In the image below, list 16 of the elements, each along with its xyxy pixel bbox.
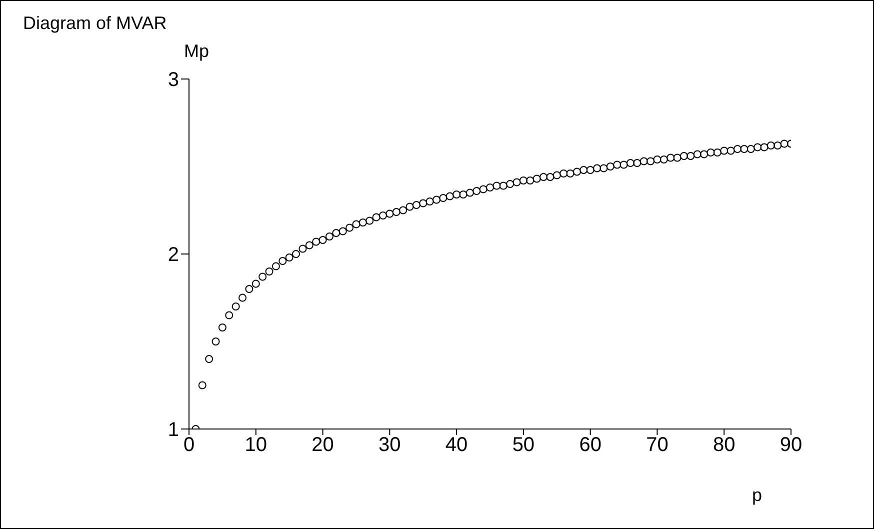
x-tick-label: 10: [244, 434, 268, 456]
x-tick-label: 80: [712, 434, 736, 456]
y-axis-title: Mp: [184, 41, 210, 62]
x-tick-label: 30: [378, 434, 401, 456]
x-tick-label: 50: [512, 434, 535, 456]
y-tick-label: 1: [168, 419, 179, 442]
x-tick-label: 40: [445, 434, 468, 456]
chart-title: Diagram of MVAR: [23, 13, 167, 34]
y-tick-label: 2: [168, 244, 179, 266]
x-axis-title: p: [752, 485, 762, 506]
x-tick-label: 60: [579, 434, 602, 456]
x-tick-label: 0: [183, 434, 195, 456]
y-tick-label: 3: [168, 69, 179, 92]
x-tick-label: 20: [312, 434, 334, 456]
x-tick-label: 90: [780, 434, 802, 456]
x-tick-label: 70: [646, 434, 668, 456]
